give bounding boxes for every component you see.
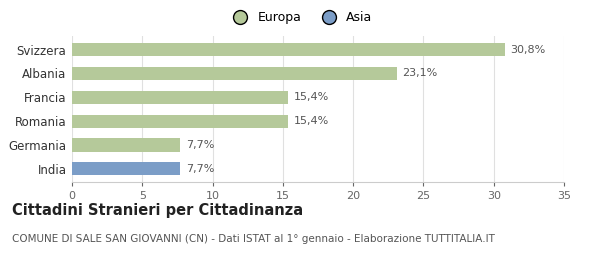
Text: 23,1%: 23,1% xyxy=(403,68,437,79)
Bar xyxy=(72,162,180,176)
Text: 15,4%: 15,4% xyxy=(294,92,329,102)
Bar xyxy=(72,91,289,104)
Text: 30,8%: 30,8% xyxy=(511,44,546,55)
Bar xyxy=(72,115,289,128)
Bar xyxy=(72,67,397,80)
Text: 15,4%: 15,4% xyxy=(294,116,329,126)
Legend: Europa, Asia: Europa, Asia xyxy=(223,6,377,29)
Bar xyxy=(72,138,180,152)
Text: COMUNE DI SALE SAN GIOVANNI (CN) - Dati ISTAT al 1° gennaio - Elaborazione TUTTI: COMUNE DI SALE SAN GIOVANNI (CN) - Dati … xyxy=(12,234,495,244)
Bar xyxy=(72,43,505,56)
Text: 7,7%: 7,7% xyxy=(186,140,214,150)
Text: 7,7%: 7,7% xyxy=(186,164,214,174)
Text: Cittadini Stranieri per Cittadinanza: Cittadini Stranieri per Cittadinanza xyxy=(12,203,303,218)
